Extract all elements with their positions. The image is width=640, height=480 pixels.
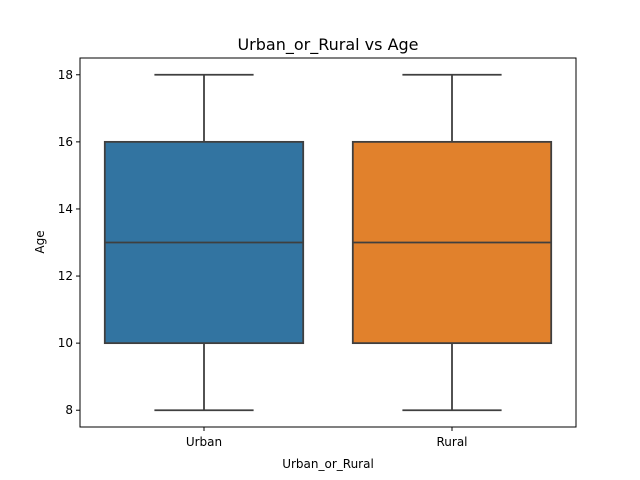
x-tick-label: Urban xyxy=(186,435,222,449)
box-urban xyxy=(103,73,305,412)
y-axis-label: Age xyxy=(33,230,47,253)
y-tick-label: 16 xyxy=(58,135,73,149)
y-tick-label: 18 xyxy=(58,68,73,82)
y-axis: 8 10 12 14 16 18 xyxy=(58,68,80,417)
y-tick-label: 10 xyxy=(58,336,73,350)
box-rural xyxy=(351,73,553,412)
y-tick-label: 14 xyxy=(58,202,73,216)
plot-frame xyxy=(79,57,577,428)
y-tick-label: 12 xyxy=(58,269,73,283)
box-layer xyxy=(103,73,553,412)
x-axis: Urban Rural xyxy=(186,427,468,449)
x-axis-label: Urban_or_Rural xyxy=(282,457,374,471)
y-tick-label: 8 xyxy=(65,403,73,417)
chart-title: Urban_or_Rural vs Age xyxy=(237,35,418,55)
x-tick-label: Rural xyxy=(436,435,467,449)
